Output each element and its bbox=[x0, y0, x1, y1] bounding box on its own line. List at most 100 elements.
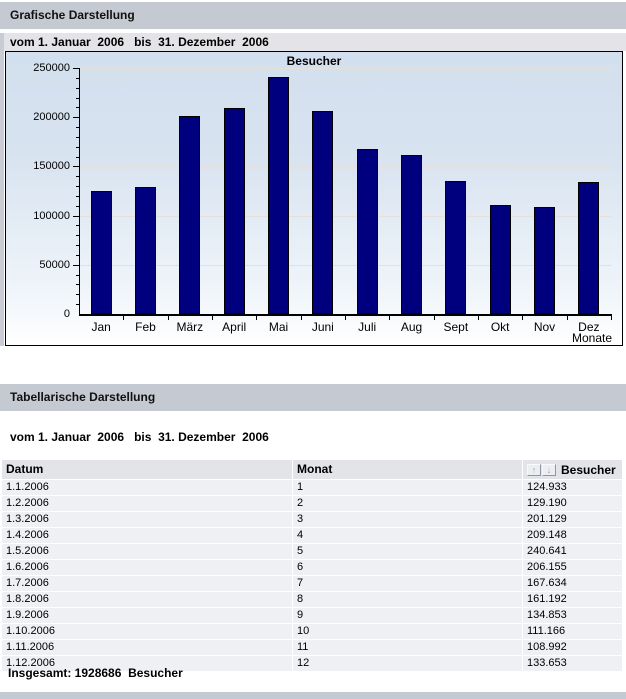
cell-monat: 5 bbox=[293, 543, 522, 559]
cell-besucher: 124.933 bbox=[523, 479, 622, 495]
x-axis-label: Juni bbox=[311, 320, 334, 334]
x-tick bbox=[300, 316, 302, 320]
x-tick bbox=[611, 316, 612, 320]
column-header-besucher-label: Besucher bbox=[561, 462, 616, 477]
cell-datum: 1.9.2006 bbox=[2, 607, 292, 623]
bar-Aug bbox=[401, 155, 422, 314]
bar-Jan bbox=[90, 191, 112, 314]
cell-monat: 8 bbox=[293, 591, 522, 607]
x-axis-label: Okt bbox=[490, 320, 510, 334]
graph-section-header: Grafische Darstellung bbox=[0, 2, 626, 29]
table-row: 1.11.2006 11 108.992 bbox=[2, 639, 622, 655]
cell-datum: 1.7.2006 bbox=[2, 575, 292, 591]
cell-besucher: 167.634 bbox=[523, 575, 622, 591]
x-axis-label: Nov bbox=[533, 320, 556, 334]
cell-datum: 1.5.2006 bbox=[2, 543, 292, 559]
cell-datum: 1.11.2006 bbox=[2, 639, 292, 655]
bar-März bbox=[179, 116, 201, 314]
page-bottom-strip bbox=[0, 692, 626, 699]
table-row: 1.6.2006 6 206.155 bbox=[2, 559, 622, 575]
x-axis-label: April bbox=[222, 320, 247, 334]
cell-monat: 11 bbox=[293, 639, 522, 655]
cell-monat: 9 bbox=[293, 607, 522, 623]
sort-descending-button[interactable]: ↓ bbox=[542, 463, 556, 476]
table-row: 1.5.2006 5 240.641 bbox=[2, 543, 622, 559]
sort-up-icon: ↑ bbox=[531, 464, 537, 475]
x-axis-label: Juli bbox=[358, 320, 377, 334]
cell-besucher: 209.148 bbox=[523, 527, 622, 543]
cell-monat: 7 bbox=[293, 575, 522, 591]
x-tick bbox=[433, 316, 435, 320]
y-axis-label: 250000 bbox=[33, 62, 70, 74]
y-tick bbox=[76, 127, 79, 129]
cell-besucher: 111.166 bbox=[523, 623, 622, 639]
x-axis-label: Aug bbox=[400, 320, 423, 334]
table-row: 1.1.2006 1 124.933 bbox=[2, 479, 622, 495]
cell-monat: 3 bbox=[293, 511, 522, 527]
gridline bbox=[79, 264, 611, 266]
chart-title: Besucher bbox=[286, 54, 342, 68]
y-tick bbox=[76, 107, 79, 109]
cell-datum: 1.6.2006 bbox=[2, 559, 292, 575]
y-tick bbox=[73, 68, 79, 69]
y-tick bbox=[76, 284, 79, 286]
y-tick bbox=[76, 77, 79, 79]
y-tick bbox=[76, 304, 79, 306]
y-tick bbox=[76, 156, 79, 158]
x-tick bbox=[345, 316, 346, 320]
x-tick bbox=[167, 316, 169, 320]
bar-Sept bbox=[445, 181, 467, 314]
y-tick bbox=[76, 195, 79, 197]
x-axis-label: Jan bbox=[91, 320, 111, 334]
table-row: 1.8.2006 8 161.192 bbox=[2, 591, 622, 607]
table-row: 1.10.2006 10 111.166 bbox=[2, 623, 622, 639]
y-axis-label: 50000 bbox=[39, 258, 70, 271]
table-body: 1.1.2006 1 124.933 1.2.2006 2 129.190 1.… bbox=[2, 479, 622, 671]
table-section-header: Tabellarische Darstellung bbox=[0, 384, 626, 411]
column-header-monat: Monat bbox=[293, 460, 522, 479]
graph-date-range: vom 1. Januar 2006 bis 31. Dezember 2006 bbox=[0, 33, 626, 51]
x-tick bbox=[123, 316, 125, 320]
cell-datum: 1.1.2006 bbox=[2, 479, 292, 495]
sort-ascending-button[interactable]: ↑ bbox=[527, 463, 541, 476]
y-axis-label: 150000 bbox=[33, 160, 70, 173]
x-axis bbox=[79, 314, 612, 316]
cell-besucher: 134.853 bbox=[523, 607, 622, 623]
y-tick bbox=[76, 136, 79, 138]
y-tick bbox=[73, 166, 79, 168]
y-tick bbox=[76, 235, 79, 237]
gridline bbox=[79, 117, 611, 119]
bar-Mai bbox=[268, 77, 289, 314]
gridline bbox=[79, 68, 611, 69]
cell-datum: 1.2.2006 bbox=[2, 495, 292, 511]
cell-besucher: 206.155 bbox=[523, 559, 622, 575]
bar-April bbox=[223, 108, 245, 314]
table-row: 1.9.2006 9 134.853 bbox=[2, 607, 622, 623]
y-tick bbox=[76, 294, 79, 296]
bar-Okt bbox=[489, 204, 511, 314]
table-row: 1.4.2006 4 209.148 bbox=[2, 527, 622, 543]
y-tick bbox=[76, 245, 79, 247]
x-axis-label: Sept bbox=[443, 320, 469, 334]
y-axis-label: 200000 bbox=[33, 111, 70, 124]
y-tick bbox=[76, 87, 79, 89]
bar-Dez bbox=[578, 182, 600, 314]
x-tick bbox=[478, 316, 479, 320]
bar-Nov bbox=[534, 206, 555, 314]
y-tick bbox=[73, 264, 79, 266]
x-axis-label: Dez bbox=[578, 320, 600, 334]
y-axis-label: 100000 bbox=[33, 209, 70, 222]
y-axis-label: 0 bbox=[63, 308, 70, 320]
x-axis-label: Mai bbox=[268, 320, 289, 334]
x-tick bbox=[256, 316, 258, 320]
cell-besucher: 201.129 bbox=[523, 511, 622, 527]
bar-Juli bbox=[356, 149, 378, 314]
bar-Juni bbox=[312, 111, 334, 314]
bar-Feb bbox=[135, 186, 156, 314]
x-axis-label: Feb bbox=[135, 320, 156, 334]
y-tick bbox=[73, 215, 79, 217]
total-line: Insgesamt: 1928686 Besucher bbox=[8, 666, 183, 680]
y-tick bbox=[76, 97, 79, 99]
y-tick bbox=[76, 186, 79, 188]
x-tick bbox=[522, 316, 524, 320]
